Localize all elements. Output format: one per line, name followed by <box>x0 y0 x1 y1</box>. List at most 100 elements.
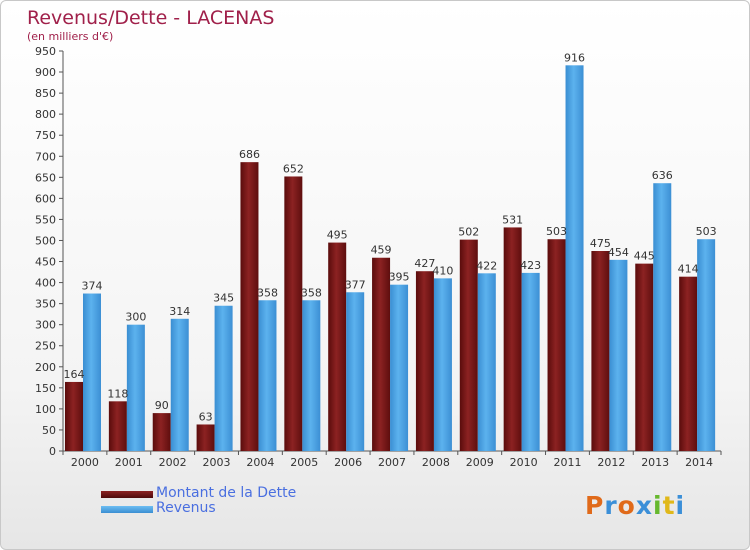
bar-revenus <box>170 318 189 451</box>
y-tick-label: 50 <box>42 424 56 437</box>
y-tick-label: 950 <box>35 45 56 58</box>
y-tick-label: 800 <box>35 108 56 121</box>
x-tick-label: 2013 <box>641 456 669 469</box>
bar-dette <box>503 227 522 451</box>
legend-label-dette: Montant de la Dette <box>156 485 297 501</box>
value-labels: 164 374 118 300 90 314 63 345 686 358 652 358 495 377… <box>64 51 717 423</box>
logo-letter: i <box>675 491 686 520</box>
bar-revenus <box>346 292 365 451</box>
y-tick-label: 900 <box>35 66 56 79</box>
bar-revenus <box>477 273 496 451</box>
y-tick-label: 100 <box>35 403 56 416</box>
y-tick-label: 700 <box>35 150 56 163</box>
value-label-revenus: 422 <box>476 259 497 272</box>
value-label-revenus: 916 <box>564 51 585 64</box>
x-tick-label: 2008 <box>422 456 450 469</box>
x-tick-label: 2005 <box>290 456 318 469</box>
value-label-dette: 445 <box>634 250 655 263</box>
bar-revenus <box>390 284 409 451</box>
y-tick-label: 750 <box>35 129 56 142</box>
legend-label-revenus: Revenus <box>156 500 216 516</box>
bar-revenus <box>126 324 145 451</box>
value-label-dette: 503 <box>546 225 567 238</box>
value-label-dette: 118 <box>107 387 128 400</box>
logo-letter: P <box>585 491 605 520</box>
proxiti-logo: Proxiti <box>585 491 685 520</box>
y-tick-label: 850 <box>35 87 56 100</box>
logo-letter: o <box>617 491 636 520</box>
x-tick-label: 2000 <box>71 456 99 469</box>
bar-dette <box>284 176 303 451</box>
value-label-revenus: 377 <box>345 278 366 291</box>
bar-dette <box>108 401 127 451</box>
y-tick-label: 150 <box>35 382 56 395</box>
value-label-dette: 164 <box>64 368 85 381</box>
bar-revenus <box>653 183 672 452</box>
value-label-revenus: 395 <box>389 271 410 284</box>
y-tick-label: 600 <box>35 192 56 205</box>
bar-dette <box>679 276 698 451</box>
value-label-dette: 90 <box>155 399 169 412</box>
legend-swatch-revenus <box>101 506 153 513</box>
x-tick-label: 2003 <box>203 456 231 469</box>
value-label-dette: 459 <box>371 244 392 257</box>
value-label-dette: 414 <box>678 263 699 276</box>
value-label-dette: 427 <box>414 257 435 270</box>
bar-revenus <box>83 293 101 451</box>
x-tick-label: 2002 <box>159 456 187 469</box>
value-label-dette: 686 <box>239 148 260 161</box>
y-tick-label: 400 <box>35 277 56 290</box>
value-label-revenus: 314 <box>169 305 190 318</box>
y-tick-label: 0 <box>49 445 56 458</box>
bar-revenus <box>697 239 716 451</box>
bar-dette <box>240 162 259 451</box>
y-tick-label: 200 <box>35 361 56 374</box>
y-tick-label: 450 <box>35 256 56 269</box>
bar-dette <box>372 257 391 451</box>
y-tick-label: 500 <box>35 234 56 247</box>
chart-subtitle: (en milliers d'€) <box>27 30 114 43</box>
bar-dette <box>459 239 478 451</box>
chart-title: Revenus/Dette - LACENAS <box>27 7 275 29</box>
y-tick-label: 550 <box>35 213 56 226</box>
bar-dette <box>152 413 171 451</box>
value-label-revenus: 345 <box>213 292 234 305</box>
x-tick-label: 2012 <box>597 456 625 469</box>
x-tick-label: 2004 <box>246 456 274 469</box>
value-label-revenus: 423 <box>520 259 541 272</box>
x-tick-label: 2006 <box>334 456 362 469</box>
y-tick-label: 250 <box>35 340 56 353</box>
x-tick-label: 2001 <box>115 456 143 469</box>
axes: 0 50 100 150 200 250 300 350 400 450 500 550 600 650 7… <box>35 45 722 469</box>
bar-dette <box>591 251 610 451</box>
value-label-revenus: 636 <box>652 169 673 182</box>
value-label-revenus: 503 <box>696 225 717 238</box>
bar-revenus <box>521 272 540 451</box>
bar-revenus <box>433 278 452 451</box>
value-label-dette: 652 <box>283 162 304 175</box>
bar-dette <box>635 263 654 451</box>
value-label-dette: 531 <box>502 213 523 226</box>
bar-dette <box>65 381 83 451</box>
bar-revenus <box>302 300 321 451</box>
value-label-dette: 63 <box>199 410 213 423</box>
value-label-revenus: 410 <box>432 264 453 277</box>
bar-dette <box>328 242 347 451</box>
logo-letter: r <box>604 491 618 520</box>
value-label-revenus: 454 <box>608 246 629 259</box>
value-label-dette: 475 <box>590 237 611 250</box>
bar-revenus <box>609 259 628 451</box>
value-label-revenus: 358 <box>301 286 322 299</box>
bar-revenus <box>258 300 277 451</box>
value-label-dette: 502 <box>458 226 479 239</box>
bars <box>65 65 716 452</box>
y-tick-label: 350 <box>35 298 56 311</box>
value-label-revenus: 358 <box>257 286 278 299</box>
bar-dette <box>196 424 215 451</box>
logo-letter: t <box>662 491 676 520</box>
logo-letter: x <box>635 491 653 520</box>
value-label-dette: 495 <box>327 229 348 242</box>
value-label-revenus: 374 <box>82 280 103 293</box>
